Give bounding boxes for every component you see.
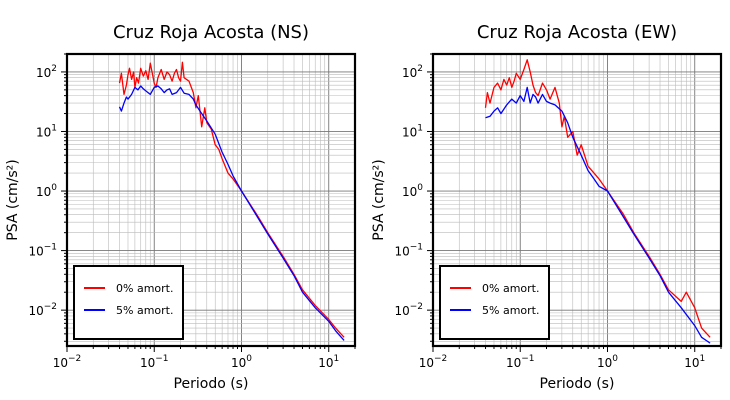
legend-box (73, 265, 184, 340)
x-tick-label: 101 (684, 354, 705, 370)
legend-label: 5% amort. (482, 304, 539, 317)
y-axis-label: PSA (cm/s²) (5, 159, 21, 241)
y-axis-label: PSA (cm/s²) (371, 159, 387, 241)
x-tick-label: 100 (597, 354, 618, 370)
y-tick-label: 10−1 (28, 243, 57, 259)
y-tick-label: 101 (36, 123, 57, 139)
x-tick-label: 10−1 (506, 354, 535, 370)
y-tick-label: 100 (402, 183, 423, 199)
chart-panel-ns: 10−2 10−1 100 101 10−2 10−1 100 101 102 Cruz Roja… (5, 22, 357, 392)
x-tick-label: 100 (231, 354, 252, 370)
x-axis-label: Periodo (s) (174, 376, 249, 392)
legend: 0% amort. 5% amort. (439, 265, 550, 340)
y-tick-label: 100 (36, 183, 57, 199)
y-tick-label: 102 (402, 64, 423, 80)
y-tick-label: 10−1 (394, 243, 423, 259)
chart-panel-ew: 10−2 10−1 100 101 10−2 10−1 100 101 102 Cruz Roja… (371, 22, 723, 392)
legend: 0% amort. 5% amort. (73, 265, 184, 340)
legend-label: 0% amort. (116, 282, 173, 295)
x-tick-label: 101 (318, 354, 339, 370)
chart-title: Cruz Roja Acosta (NS) (113, 22, 309, 43)
chart-title: Cruz Roja Acosta (EW) (477, 22, 677, 43)
x-tick-label: 10−2 (419, 354, 448, 370)
legend-label: 0% amort. (482, 282, 539, 295)
y-tick-label: 102 (36, 64, 57, 80)
series-line-5-amort (118, 85, 345, 341)
y-tick-label: 101 (402, 123, 423, 139)
y-tick-label: 10−2 (394, 302, 423, 318)
legend-label: 5% amort. (116, 304, 173, 317)
series-line-5-amort (485, 86, 711, 344)
grid (66, 53, 356, 346)
y-tick-label: 10−2 (28, 302, 57, 318)
x-axis-label: Periodo (s) (540, 376, 615, 392)
x-tick-label: 10−1 (140, 354, 169, 370)
series-line-0-amort (484, 59, 711, 338)
legend-box (439, 265, 550, 340)
x-tick-label: 10−2 (53, 354, 82, 370)
